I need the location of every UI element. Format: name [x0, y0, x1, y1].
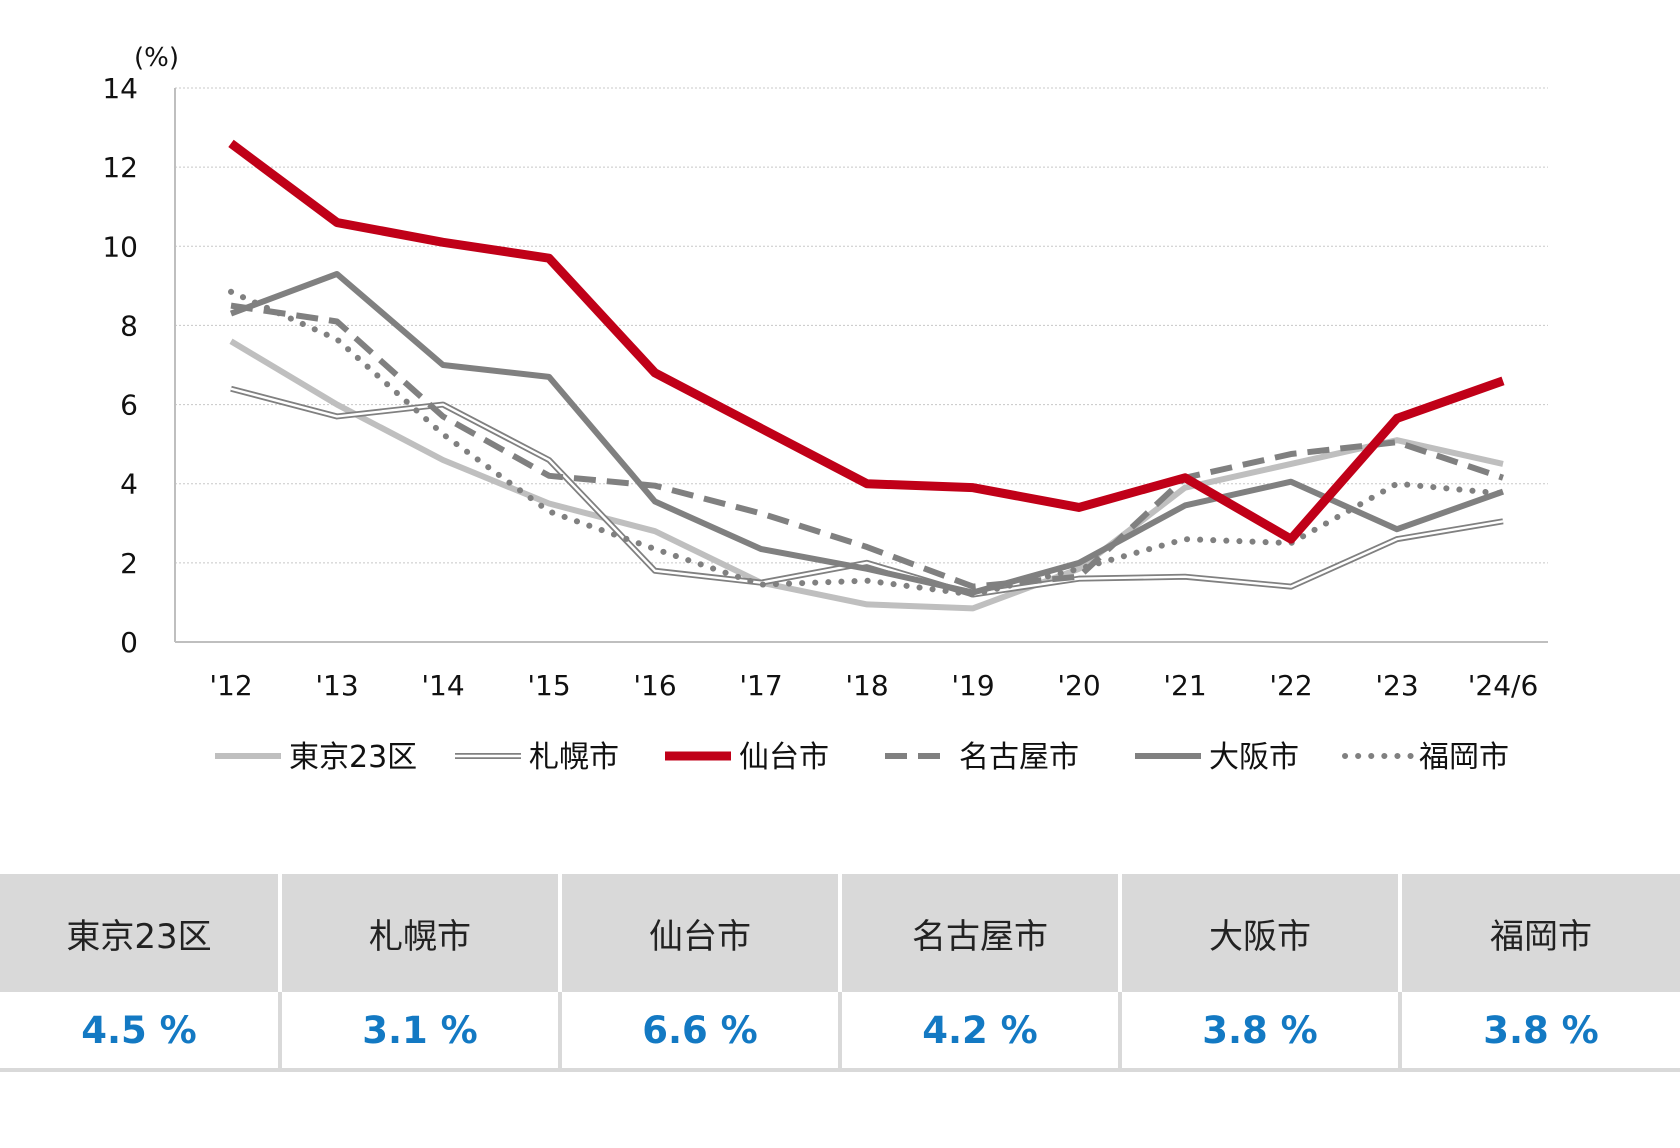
series-line-0: [229, 338, 1504, 612]
x-tick-label: '24/6: [1468, 669, 1539, 702]
y-tick-label: 8: [120, 309, 138, 342]
y-tick-label: 14: [102, 72, 138, 105]
x-tick-label: '22: [1269, 669, 1312, 702]
y-axis-unit-label: (%): [134, 43, 179, 73]
legend-label: 東京23区: [289, 740, 417, 775]
table-value-cell: 4.2 %: [840, 992, 1122, 1072]
table-value-cell: 6.6 %: [560, 992, 842, 1072]
x-tick-label: '16: [633, 669, 676, 702]
table-header-cell: 東京23区: [0, 874, 282, 992]
table-value-row: 4.5 % 3.1 % 6.6 % 4.2 % 3.8 % 3.8 %: [0, 992, 1680, 1072]
series-line-1-inner: [230, 387, 1504, 596]
y-tick-label: 10: [102, 230, 138, 263]
table-header-cell: 仙台市: [560, 874, 842, 992]
y-tick-label: 6: [120, 389, 138, 422]
legend: 東京23区 札幌市 仙台市 名古屋市 大阪市 福岡市: [215, 740, 1509, 775]
series-line-4: [229, 270, 1505, 596]
y-tick-label: 2: [120, 547, 138, 580]
legend-label: 福岡市: [1419, 740, 1509, 775]
table-header-cell: 札幌市: [280, 874, 562, 992]
x-tick-label: '12: [209, 669, 252, 702]
x-tick-label: '23: [1375, 669, 1418, 702]
x-tick-label: '13: [315, 669, 358, 702]
legend-label: 仙台市: [739, 740, 829, 775]
x-tick-label: '15: [527, 669, 570, 702]
table-header-row: 東京23区 札幌市 仙台市 名古屋市 大阪市 福岡市: [0, 874, 1680, 992]
x-tick-labels: '12 '13 '14 '15 '16 '17 '18 '19 '20 '21 '22 '23 '24/…: [209, 669, 1538, 702]
latest-values-table: 東京23区 札幌市 仙台市 名古屋市 大阪市 福岡市 4.5 % 3.1 % 6…: [0, 874, 1680, 1072]
table-value-cell: 3.1 %: [280, 992, 562, 1072]
x-tick-label: '17: [739, 669, 782, 702]
table-header-cell: 名古屋市: [840, 874, 1122, 992]
table-value-cell: 4.5 %: [0, 992, 282, 1072]
x-tick-label: '21: [1163, 669, 1206, 702]
legend-label: 大阪市: [1209, 740, 1299, 775]
table-header-cell: 大阪市: [1120, 874, 1402, 992]
axes: [174, 88, 1548, 643]
legend-label: 札幌市: [529, 740, 619, 775]
y-tick-label: 4: [120, 468, 138, 501]
y-tick-labels: 0 2 4 6 8 10 12 14: [102, 72, 138, 659]
y-tick-label: 0: [120, 626, 138, 659]
grid-lines: [175, 87, 1548, 564]
table-value-cell: 3.8 %: [1120, 992, 1402, 1072]
legend-label: 名古屋市: [959, 740, 1079, 775]
x-tick-label: '20: [1057, 669, 1100, 702]
y-tick-label: 12: [102, 151, 138, 184]
table-value-cell: 3.8 %: [1400, 992, 1680, 1072]
series-line-3: [230, 302, 1504, 590]
x-tick-label: '19: [951, 669, 994, 702]
table-header-cell: 福岡市: [1400, 874, 1680, 992]
series-lines: [228, 139, 1506, 612]
x-tick-label: '14: [421, 669, 464, 702]
x-tick-label: '18: [845, 669, 888, 702]
series-line-2: [228, 139, 1505, 544]
